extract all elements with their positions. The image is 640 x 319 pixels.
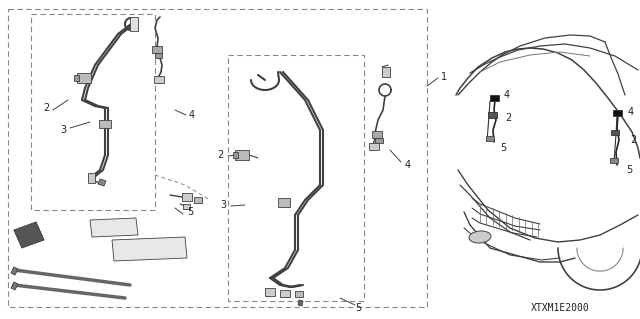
- Bar: [152, 46, 162, 53]
- Text: 3: 3: [220, 200, 226, 210]
- Bar: [611, 130, 619, 135]
- Bar: [372, 131, 382, 138]
- Text: 2: 2: [505, 113, 511, 123]
- Text: 4: 4: [628, 107, 634, 117]
- Polygon shape: [11, 282, 18, 290]
- Text: 4: 4: [189, 110, 195, 120]
- Bar: [77, 73, 91, 83]
- Bar: [155, 53, 162, 58]
- Text: 2: 2: [217, 150, 223, 160]
- Bar: [183, 204, 190, 209]
- Text: 3: 3: [60, 125, 66, 135]
- Text: 4: 4: [405, 160, 411, 170]
- Bar: [88, 173, 95, 183]
- Polygon shape: [90, 218, 138, 237]
- Text: 5: 5: [187, 207, 193, 217]
- Bar: [382, 67, 390, 77]
- Bar: [265, 288, 275, 296]
- Bar: [8, 9, 427, 307]
- Text: 4: 4: [504, 90, 510, 100]
- Bar: [369, 143, 379, 150]
- Bar: [280, 290, 290, 297]
- Bar: [278, 198, 290, 207]
- Bar: [235, 150, 249, 160]
- Bar: [74, 75, 79, 81]
- Bar: [610, 158, 618, 163]
- Bar: [182, 193, 192, 201]
- Bar: [228, 55, 364, 301]
- Bar: [375, 138, 383, 143]
- Text: 2: 2: [630, 135, 636, 145]
- Text: 1: 1: [441, 72, 447, 82]
- Ellipse shape: [469, 231, 491, 243]
- Bar: [99, 120, 111, 128]
- Bar: [31, 14, 155, 210]
- Polygon shape: [14, 222, 44, 248]
- Polygon shape: [112, 237, 187, 261]
- Polygon shape: [11, 267, 18, 275]
- Text: 5: 5: [626, 165, 632, 175]
- Text: XTXM1E2000: XTXM1E2000: [531, 303, 589, 313]
- Bar: [486, 136, 494, 141]
- Bar: [613, 110, 622, 116]
- Text: 5: 5: [355, 303, 361, 313]
- Polygon shape: [98, 179, 106, 186]
- Bar: [194, 197, 202, 203]
- Bar: [130, 17, 138, 31]
- Polygon shape: [298, 300, 303, 306]
- Bar: [233, 152, 238, 158]
- Bar: [488, 112, 497, 118]
- Text: 5: 5: [500, 143, 506, 153]
- Bar: [295, 291, 303, 297]
- Bar: [154, 76, 164, 83]
- Text: 2: 2: [43, 103, 49, 113]
- Bar: [490, 95, 499, 101]
